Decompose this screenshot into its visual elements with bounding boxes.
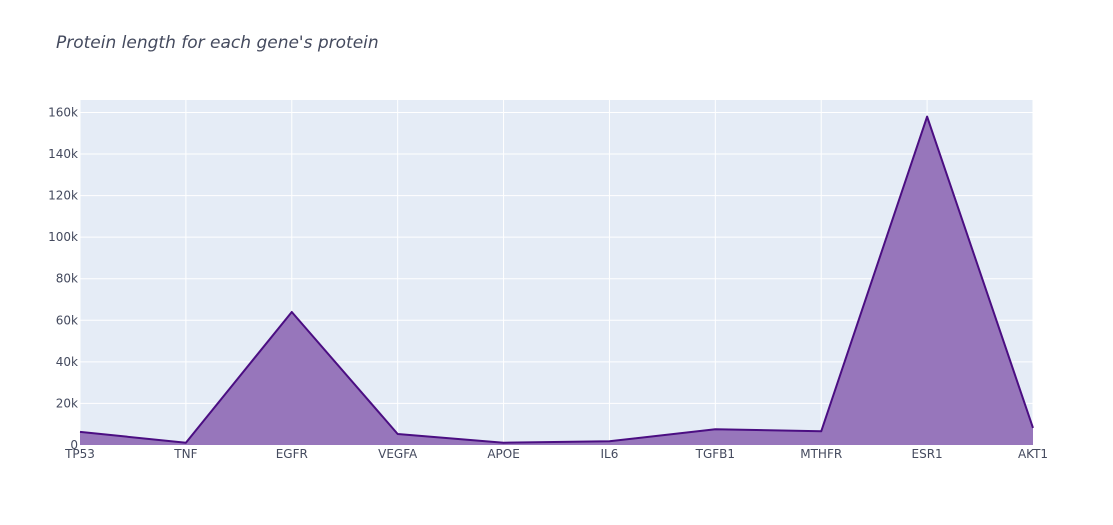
x-tick-label: MTHFR: [800, 447, 842, 461]
y-tick-label: 40k: [56, 355, 78, 369]
x-tick-label: AKT1: [1018, 447, 1048, 461]
y-tick-label: 120k: [48, 189, 78, 203]
y-axis-tick-labels: 0 20k 40k 60k 80k 100k 120k 140k 160k: [48, 105, 78, 452]
x-tick-label: TP53: [64, 447, 95, 461]
y-tick-label: 140k: [48, 147, 78, 161]
x-tick-label: IL6: [601, 447, 619, 461]
x-tick-label: EGFR: [276, 447, 308, 461]
y-tick-label: 0: [70, 438, 78, 452]
y-tick-label: 100k: [48, 230, 78, 244]
y-tick-label: 60k: [56, 313, 78, 327]
x-axis-tick-labels: TP53 TNF EGFR VEGFA APOE IL6 TGFB1 MTHFR ESR1 AKT…: [64, 447, 1048, 461]
y-tick-label: 80k: [56, 272, 78, 286]
x-tick-label: ESR1: [912, 447, 943, 461]
x-tick-label: TNF: [173, 447, 197, 461]
y-tick-label: 20k: [56, 396, 78, 410]
x-tick-label: VEGFA: [378, 447, 418, 461]
y-tick-label: 160k: [48, 105, 78, 119]
x-tick-label: TGFB1: [695, 447, 735, 461]
x-tick-label: APOE: [487, 447, 519, 461]
